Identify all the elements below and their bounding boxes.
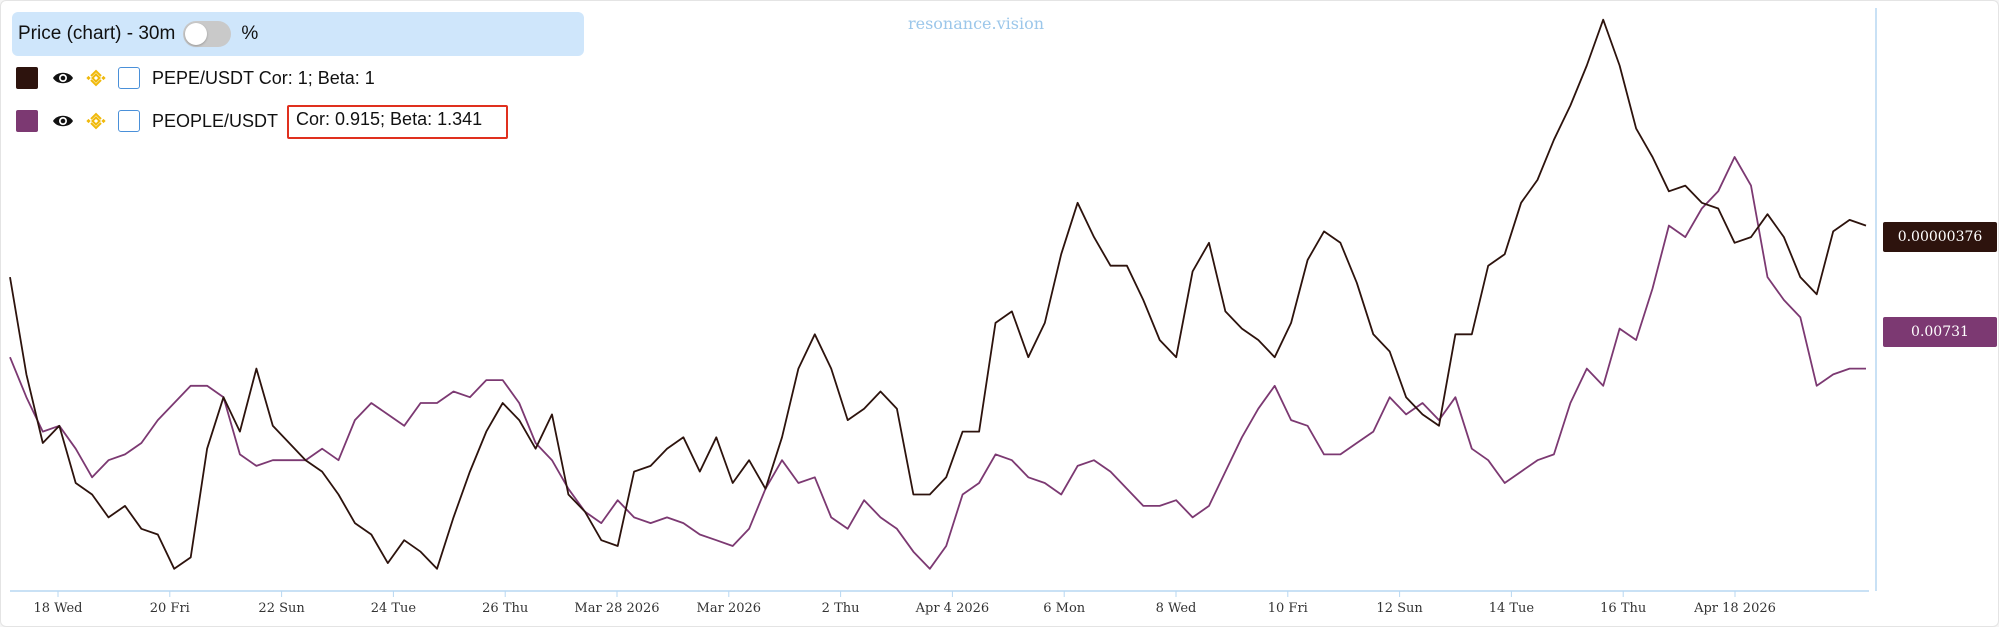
x-tick-label: 20 Fri [150, 601, 190, 616]
series-line-pepe [9, 18, 1867, 570]
correlation-highlight-box [287, 105, 508, 139]
correlation-beta-label: Cor: 0.915; Beta: 1.341 [296, 109, 483, 129]
binance-icon [86, 69, 106, 87]
legend-row-people: PEOPLE/USDT [16, 106, 278, 136]
x-tick-label: Mar 28 2026 [574, 601, 659, 616]
x-tick-label: 6 Mon [1043, 601, 1086, 616]
price-tag-pepe: 0.00000376 [1883, 222, 1997, 252]
chart-header: Price (chart) - 30m % [12, 12, 584, 56]
eye-icon[interactable] [52, 113, 74, 129]
series-select-checkbox[interactable] [118, 110, 140, 132]
x-tick-label: 26 Thu [482, 601, 528, 616]
x-tick-label: 12 Sun [1376, 601, 1423, 616]
x-tick-label: 22 Sun [258, 601, 305, 616]
watermark: resonance.vision [907, 14, 1045, 33]
legend-label-pepe: PEPE/USDT Cor: 1; Beta: 1 [152, 67, 375, 88]
price-tag-people: 0.00731 [1883, 317, 1997, 347]
series-line-people [9, 156, 1866, 570]
x-tick-label: 10 Fri [1268, 601, 1308, 616]
percent-label: % [241, 23, 259, 44]
legend-symbol-people: PEOPLE/USDT [152, 110, 279, 131]
series-color-swatch [16, 67, 38, 89]
x-tick-label: 24 Tue [371, 601, 417, 616]
x-tick-label: 16 Thu [1600, 601, 1646, 616]
chart-mode-title: Price (chart) - 30m [18, 23, 176, 44]
x-tick-label: Apr 18 2026 [1693, 601, 1776, 616]
percent-toggle[interactable] [183, 21, 232, 47]
x-tick-label: 14 Tue [1489, 601, 1535, 616]
binance-icon [86, 112, 106, 130]
x-tick-label: Mar 2026 [697, 601, 762, 616]
eye-icon[interactable] [52, 70, 74, 86]
series-select-checkbox[interactable] [118, 67, 140, 89]
toggle-knob [185, 23, 208, 45]
series-color-swatch [16, 110, 38, 132]
x-tick-label: 2 Thu [822, 601, 860, 616]
x-tick-label: 8 Wed [1156, 601, 1197, 616]
x-tick-label: Apr 4 2026 [915, 601, 990, 616]
legend-row-pepe: PEPE/USDT Cor: 1; Beta: 1 [16, 63, 375, 93]
x-tick-label: 18 Wed [34, 601, 83, 616]
